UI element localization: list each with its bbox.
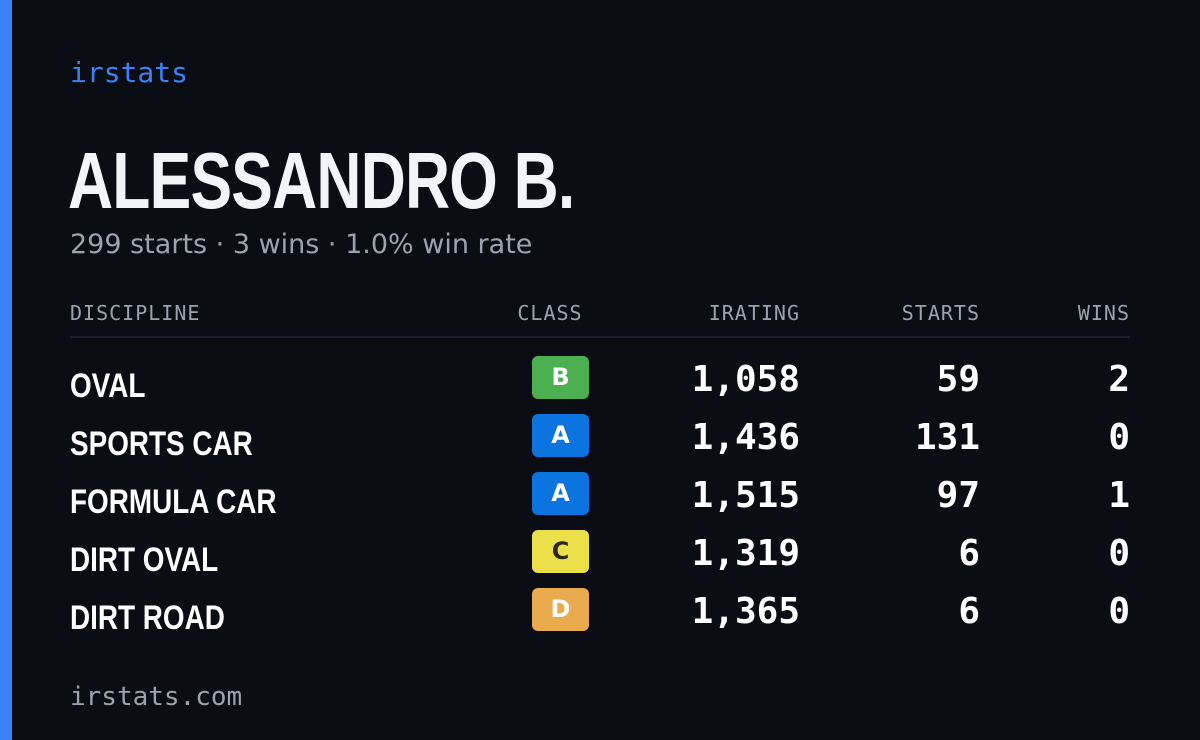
wins-value: 1 <box>1108 475 1130 516</box>
license-class-badge: D <box>532 588 589 631</box>
table-row: OVAL B 1,058 59 2 <box>70 352 1130 410</box>
driver-summary: 299 starts · 3 wins · 1.0% win rate <box>70 229 533 260</box>
wins-value: 0 <box>1108 533 1130 574</box>
wins-value: 0 <box>1108 417 1130 458</box>
discipline-name: DIRT OVAL <box>70 541 219 579</box>
driver-name: ALESSANDRO B. <box>68 136 575 225</box>
discipline-name: DIRT ROAD <box>70 599 225 637</box>
license-class-badge: A <box>532 414 589 457</box>
discipline-name: OVAL <box>70 367 146 405</box>
irating-value: 1,365 <box>691 591 800 632</box>
table-row: DIRT ROAD D 1,365 6 0 <box>70 584 1130 642</box>
table-body: OVAL B 1,058 59 2 SPORTS CAR A 1,436 131… <box>70 338 1130 642</box>
header-starts: STARTS <box>901 301 980 325</box>
license-class-badge: C <box>532 530 589 573</box>
footer-url: irstats.com <box>70 682 243 712</box>
starts-value: 97 <box>936 475 980 516</box>
discipline-name: SPORTS CAR <box>70 425 253 463</box>
license-class-badge: A <box>532 472 589 515</box>
table-header: DISCIPLINE CLASS IRATING STARTS WINS <box>70 296 1130 338</box>
wins-value: 2 <box>1108 359 1130 400</box>
license-class-badge: B <box>532 356 589 399</box>
wins-value: 0 <box>1108 591 1130 632</box>
table-row: SPORTS CAR A 1,436 131 0 <box>70 410 1130 468</box>
table-row: FORMULA CAR A 1,515 97 1 <box>70 468 1130 526</box>
starts-value: 131 <box>914 417 980 458</box>
starts-value: 6 <box>958 533 980 574</box>
table-row: DIRT OVAL C 1,319 6 0 <box>70 526 1130 584</box>
irating-value: 1,319 <box>691 533 800 574</box>
brand-logo-text: irstats <box>70 56 189 89</box>
header-discipline: DISCIPLINE <box>70 301 201 325</box>
header-class: CLASS <box>517 301 583 325</box>
accent-bar <box>0 0 12 740</box>
stats-table: DISCIPLINE CLASS IRATING STARTS WINS OVA… <box>70 296 1130 642</box>
irating-value: 1,436 <box>691 417 800 458</box>
starts-value: 59 <box>936 359 980 400</box>
irating-value: 1,058 <box>691 359 800 400</box>
header-irating: IRATING <box>708 301 800 325</box>
discipline-name: FORMULA CAR <box>70 483 277 521</box>
header-wins: WINS <box>1077 301 1130 325</box>
starts-value: 6 <box>958 591 980 632</box>
irating-value: 1,515 <box>691 475 800 516</box>
